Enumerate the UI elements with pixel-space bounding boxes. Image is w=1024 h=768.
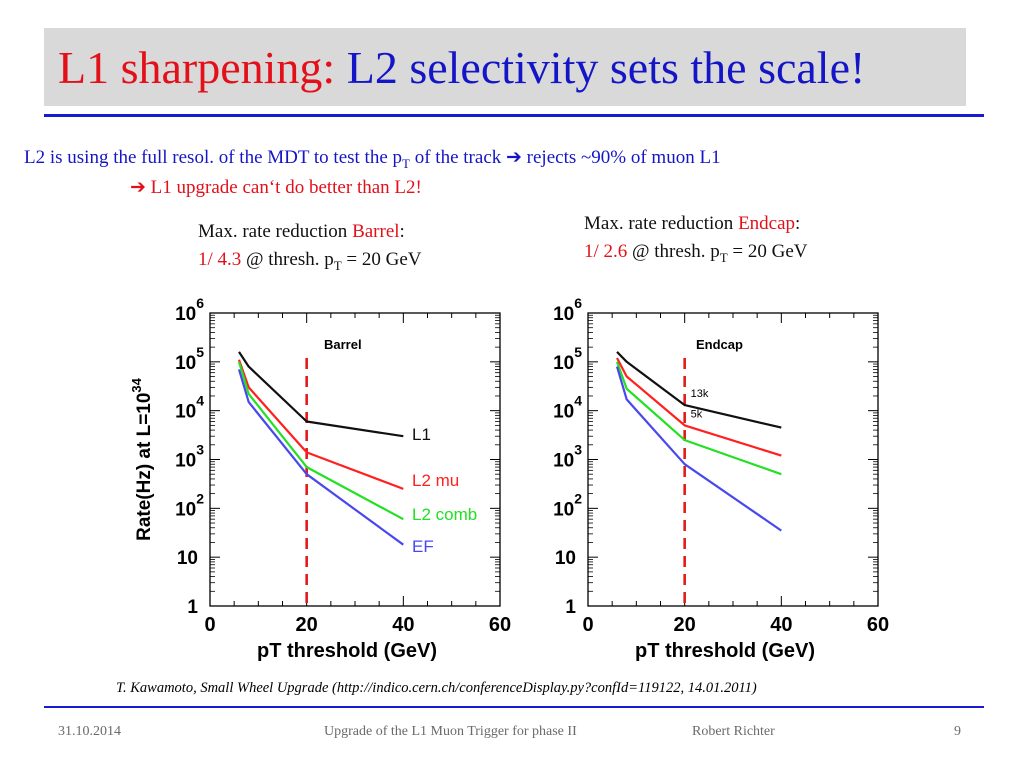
caption-rest-b: = 20 GeV — [341, 249, 422, 270]
body-line-1: L2 is using the full resol. of the MDT t… — [24, 146, 721, 172]
caption-prefix: Max. rate reduction — [584, 213, 739, 234]
y-axis-label: Rate(Hz) at L=1034 — [129, 377, 155, 541]
barrel-rate-chart: 1 10 102 103 104 105 106 0 20 40 60 pT threshold (G… — [129, 295, 511, 662]
footer-author: Robert Richter — [692, 724, 775, 739]
footer-page-number: 9 — [954, 724, 961, 739]
y-tick-label: 10 — [555, 548, 576, 569]
y-tick-label: 1 — [565, 597, 576, 618]
caption-colon: : — [399, 221, 405, 242]
barrel-caption: Max. rate reduction Barrel: 1/ 4.3 @ thr… — [198, 218, 422, 280]
legend-label: L2 mu — [412, 471, 459, 490]
x-axis-label: pT threshold (GeV) — [257, 640, 437, 662]
title-part1: L1 sharpening: — [58, 42, 347, 93]
series-line-l2-mu — [616, 357, 782, 457]
x-tick-label: 60 — [489, 614, 511, 636]
y-tick-label: 102 — [553, 490, 582, 520]
x-tick-label: 0 — [204, 614, 215, 636]
footer-rule — [44, 706, 984, 708]
line1-sub: T — [402, 155, 410, 171]
caption-prefix: Max. rate reduction — [198, 221, 353, 242]
y-tick-label: 106 — [175, 295, 204, 325]
caption-region: Barrel — [352, 221, 400, 242]
y-tick-label: 104 — [175, 393, 204, 423]
series-line-l1 — [616, 351, 782, 429]
y-tick-label: 1 — [187, 597, 198, 618]
source-citation: T. Kawamoto, Small Wheel Upgrade (http:/… — [116, 680, 757, 696]
x-tick-label: 20 — [674, 614, 696, 636]
endcap-rate-chart: 1 10 102 103 104 105 106 0 20 40 60 pT threshold (G… — [553, 295, 889, 662]
y-tick-label: 103 — [553, 442, 582, 472]
panel-label: Barrel — [324, 337, 362, 352]
y-tick-label: 105 — [175, 344, 204, 374]
panel-label: Endcap — [696, 337, 743, 352]
plot-frame — [209, 312, 501, 607]
series-line-ef — [237, 369, 404, 546]
y-tick-label: 102 — [175, 490, 204, 520]
caption-rest-b: = 20 GeV — [727, 241, 808, 262]
x-tick-label: 40 — [392, 614, 414, 636]
point-annotation: 13k — [691, 388, 709, 400]
series-line-ef — [615, 366, 782, 532]
y-tick-label: 103 — [175, 442, 204, 472]
slide-title: L1 sharpening: L2 selectivity sets the s… — [58, 38, 865, 98]
x-tick-label: 40 — [770, 614, 792, 636]
legend-label: L2 comb — [412, 505, 477, 524]
caption-colon: : — [795, 213, 801, 234]
x-tick-label: 60 — [867, 614, 889, 636]
caption-ratio: 1/ 2.6 — [584, 241, 628, 262]
series-line-l2-mu — [237, 359, 404, 490]
y-tick-label: 10 — [177, 548, 198, 569]
footer-talk-title: Upgrade of the L1 Muon Trigger for phase… — [324, 724, 577, 739]
arrow-icon: ➔ — [506, 147, 522, 168]
caption-region: Endcap — [738, 213, 796, 234]
plot-frame — [587, 312, 879, 607]
caption-ratio: 1/ 4.3 — [198, 249, 242, 270]
series-line-l2-comb — [615, 361, 782, 476]
series-line-l1 — [238, 351, 404, 438]
series-line-l2-comb — [237, 361, 404, 521]
line1-text-a: L2 is using the full resol. of the MDT t… — [24, 147, 403, 168]
y-tick-label: 105 — [553, 344, 582, 374]
title-underline — [44, 114, 984, 117]
body-line-2: ➔ L1 upgrade can‘t do better than L2! — [130, 176, 422, 199]
line1-text-b: of the track — [409, 147, 506, 168]
caption-rest: @ thresh. p — [627, 241, 720, 262]
line2-text: L1 upgrade can‘t do better than L2! — [145, 177, 422, 198]
title-background — [44, 28, 966, 106]
x-tick-label: 0 — [582, 614, 593, 636]
x-tick-label: 20 — [296, 614, 318, 636]
endcap-caption: Max. rate reduction Endcap: 1/ 2.6 @ thr… — [584, 210, 808, 272]
caption-sub: T — [719, 249, 728, 265]
legend-label: L1 — [412, 425, 431, 444]
caption-rest: @ thresh. p — [241, 249, 334, 270]
y-tick-label: 106 — [553, 295, 582, 325]
title-part2: L2 selectivity sets the scale! — [346, 42, 866, 93]
line1-text-c: rejects ~90% of muon L1 — [521, 147, 721, 168]
footer-date: 31.10.2014 — [58, 724, 121, 739]
legend-label: EF — [412, 537, 434, 556]
arrow-icon: ➔ — [130, 177, 146, 198]
point-annotation: 5k — [691, 408, 703, 420]
caption-sub: T — [333, 257, 342, 273]
y-tick-label: 104 — [553, 393, 582, 423]
x-axis-label: pT threshold (GeV) — [635, 640, 815, 662]
